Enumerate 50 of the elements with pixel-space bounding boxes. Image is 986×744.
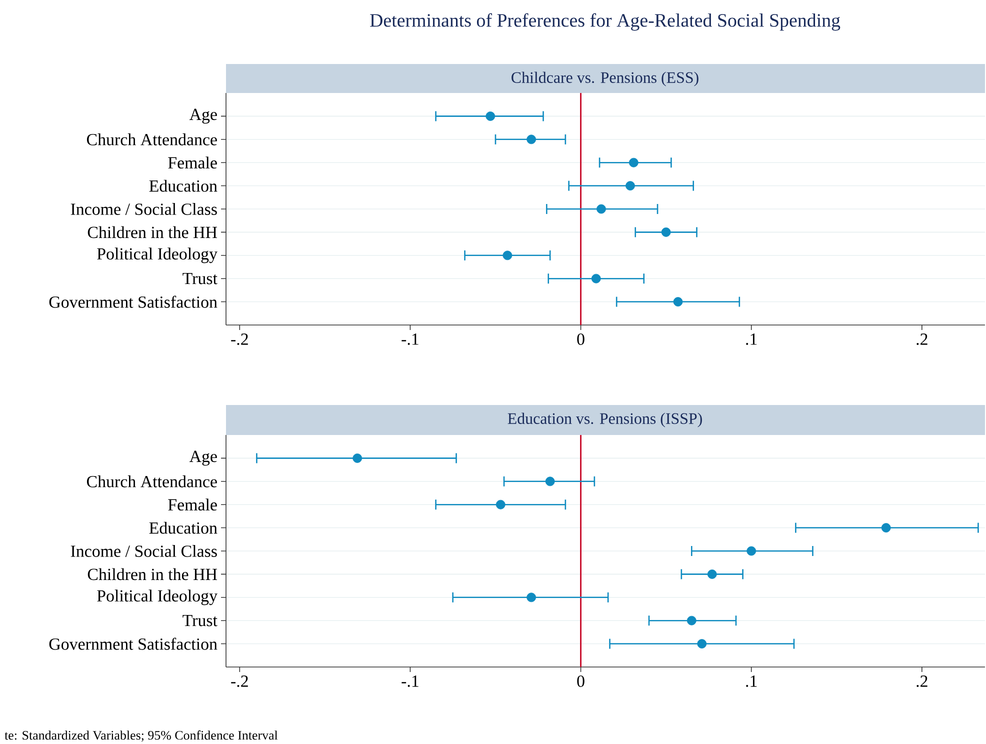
y-tick-label: Education (149, 180, 218, 192)
y-tick-label: Female (168, 498, 217, 511)
y-tick-label: Children in the HH (88, 568, 217, 580)
y-tick-label: Income / Social Class (70, 203, 217, 215)
y-tick-label: Age (189, 108, 217, 124)
text: te: Standardized Variables; 95% Confidence Interval (4, 730, 278, 742)
y-tick-label: Education (149, 522, 218, 534)
point (352, 453, 362, 463)
point (596, 204, 606, 214)
point (697, 639, 707, 648)
point (628, 158, 638, 168)
y-tick-label: Government Satisfaction (49, 296, 218, 308)
x-tick-label: .2 (916, 334, 928, 345)
y-tick-label: Age (189, 450, 217, 466)
point (502, 250, 512, 260)
x-tick-label: 0 (577, 334, 584, 345)
point (686, 616, 696, 626)
point (526, 592, 536, 602)
y-tick-label: Female (168, 156, 217, 169)
y-tick-label: Government Satisfaction (49, 638, 218, 650)
x-tick-label: .1 (746, 676, 757, 687)
chart-title: Determinants of Preferences for Age-Related Social Spending (370, 13, 840, 31)
point (486, 111, 496, 121)
x-tick-label: -.1 (402, 676, 418, 687)
chart-title: Education vs. Pensions (ISSP) (508, 412, 702, 428)
x-tick-label: -.2 (231, 334, 248, 345)
point (591, 274, 601, 284)
point (707, 569, 717, 579)
chart-subtitle: Childcare vs. Pensions (ESS) (512, 72, 698, 86)
x-tick-label: -.1 (402, 334, 418, 345)
x-tick-label: -.2 (231, 676, 248, 687)
point (496, 500, 506, 510)
y-tick-label: Political Ideology (97, 248, 218, 264)
point (746, 546, 756, 556)
y-tick-label: Political Ideology (97, 590, 218, 606)
point (881, 523, 891, 532)
y-tick-label: Trust (182, 272, 218, 284)
x-tick-label: .1 (746, 334, 757, 345)
x-tick-label: 0 (577, 676, 584, 687)
point (526, 134, 536, 144)
y-tick-label: Church Attendance (86, 475, 217, 488)
y-tick-label: Trust (182, 614, 218, 626)
y-tick-label: Income / Social Class (70, 545, 217, 557)
y-tick-label: Children in the HH (88, 226, 217, 238)
point (661, 227, 671, 237)
point (545, 476, 555, 486)
point (673, 297, 683, 306)
y-tick-label: Church Attendance (86, 133, 217, 146)
point (626, 181, 635, 190)
x-tick-label: .2 (916, 676, 928, 687)
